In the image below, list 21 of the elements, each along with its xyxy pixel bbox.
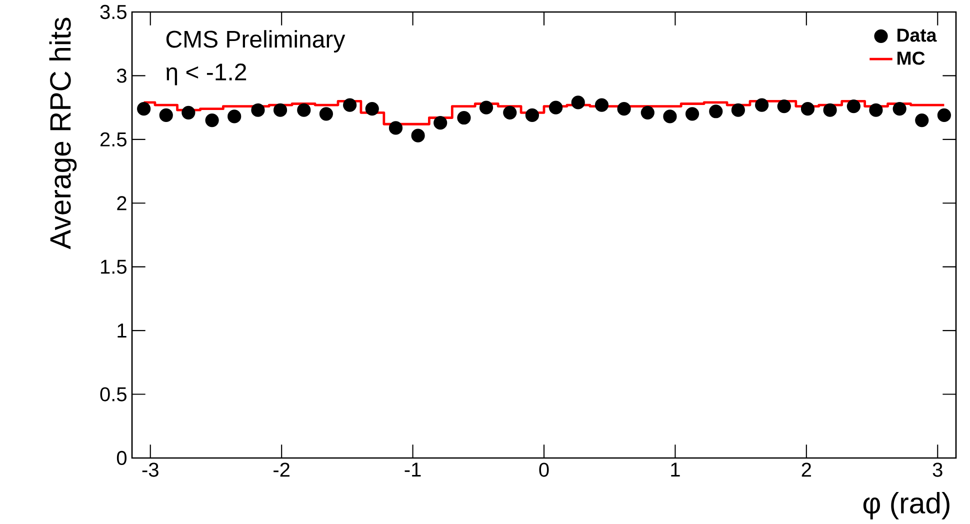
x-tick-label: -2 (274, 462, 290, 477)
annotation: η < -1.2 (166, 64, 246, 86)
x-tick-label: -3 (142, 462, 158, 477)
legend-label: Data (898, 28, 937, 42)
x-tick-label: 1 (671, 462, 680, 476)
y-axis-title: Average RPC hits (49, 18, 77, 250)
y-tick-label: 3.5 (100, 4, 126, 20)
y-tick-label: 2 (117, 196, 126, 210)
annotation: CMS Preliminary (166, 30, 346, 52)
y-tick-label: 0 (116, 450, 127, 466)
x-axis-title: φ (rad) (863, 492, 950, 520)
x-tick-label: 2 (802, 462, 811, 477)
y-tick-label: 0.5 (100, 387, 126, 402)
y-tick-label: 1.5 (101, 260, 126, 274)
x-tick-label: 3 (932, 462, 942, 477)
x-tick-label: 0 (539, 462, 549, 477)
y-tick-label: 2.5 (100, 132, 126, 146)
legend-label: MC (898, 52, 925, 65)
y-tick-label: 1 (118, 324, 126, 338)
x-tick-label: -1 (404, 462, 421, 476)
y-tick-label: 3 (116, 68, 126, 83)
